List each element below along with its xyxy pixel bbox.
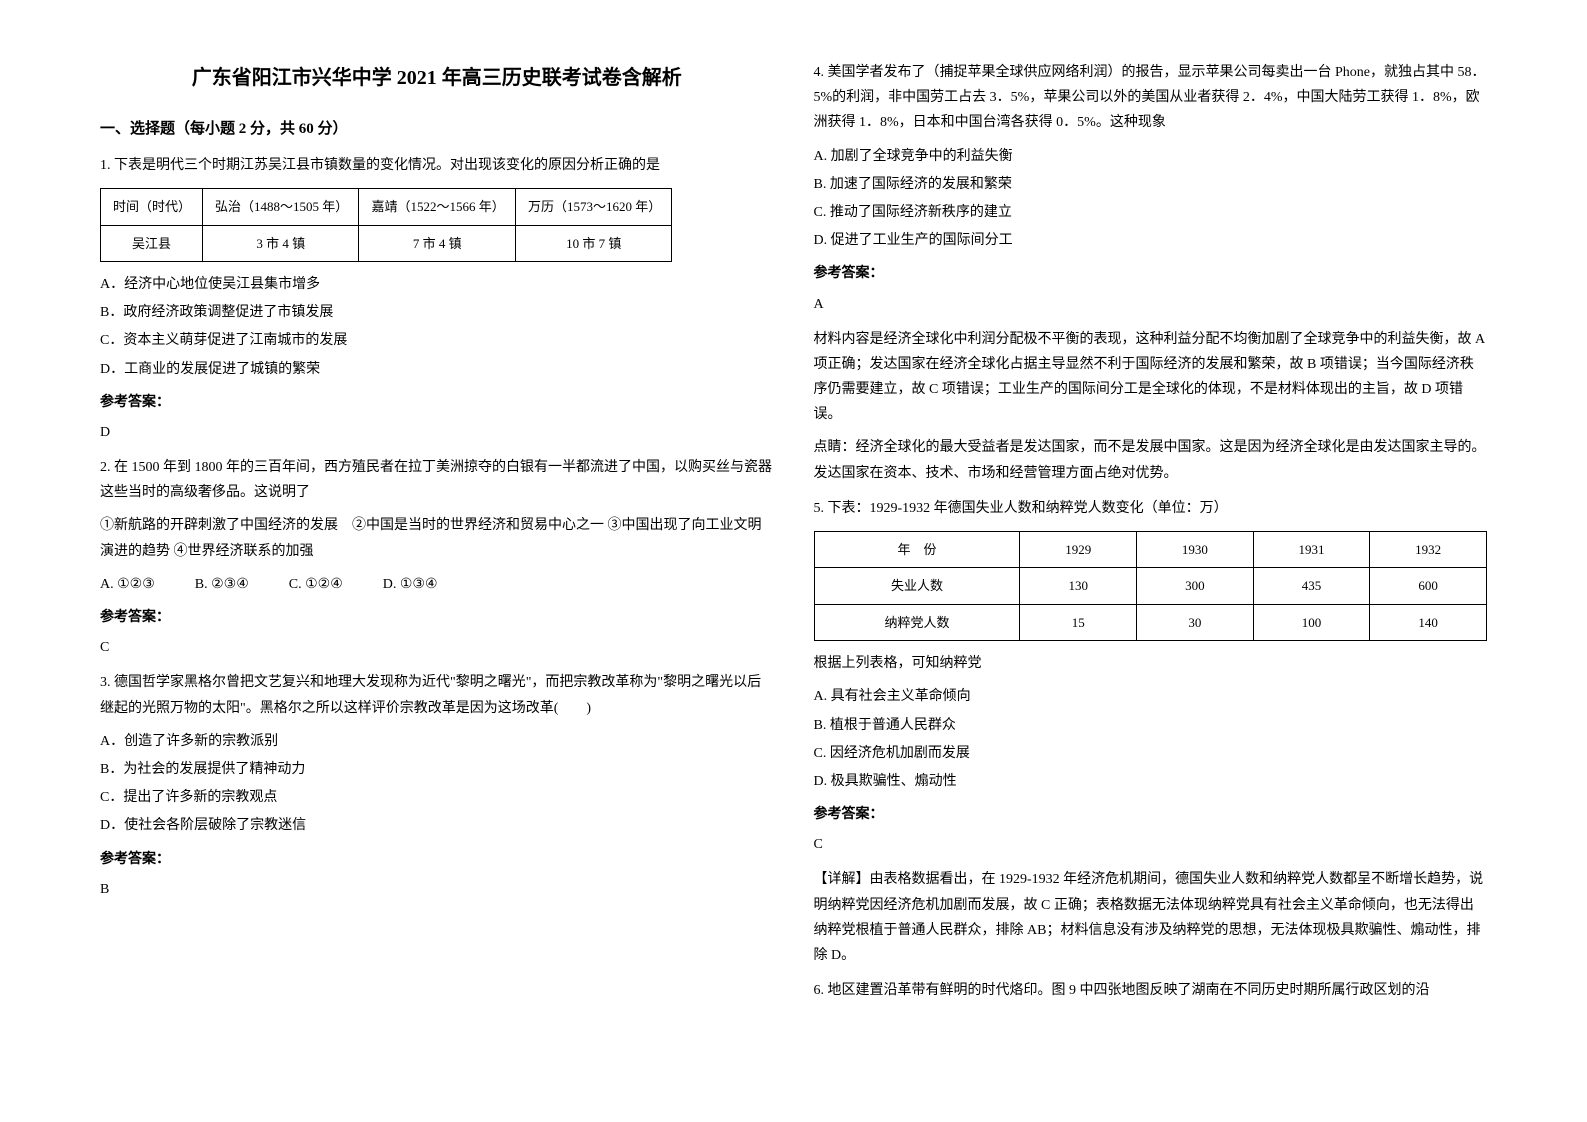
q5-table: 年 份 1929 1930 1931 1932 失业人数 130 300 435… bbox=[814, 531, 1488, 641]
q2-answer: C bbox=[100, 635, 774, 660]
table-cell: 失业人数 bbox=[814, 568, 1020, 604]
q4-option-b: B. 加速了国际经济的发展和繁荣 bbox=[814, 172, 1488, 197]
q5-explanation: 【详解】由表格数据看出，在 1929-1932 年经济危机期间，德国失业人数和纳… bbox=[814, 867, 1488, 968]
q4-option-c: C. 推动了国际经济新秩序的建立 bbox=[814, 200, 1488, 225]
right-column: 4. 美国学者发布了（捕捉苹果全球供应网络利润）的报告，显示苹果公司每卖出一台 … bbox=[794, 60, 1508, 1062]
q1-table: 时间（时代） 弘治（1488～1505 年） 嘉靖（1522～1566 年） 万… bbox=[100, 188, 672, 262]
q1-option-c: C．资本主义萌芽促进了江南城市的发展 bbox=[100, 328, 774, 353]
q3-answer-label: 参考答案： bbox=[100, 847, 774, 872]
table-row: 纳粹党人数 15 30 100 140 bbox=[814, 604, 1487, 640]
q6-text: 6. 地区建置沿革带有鲜明的时代烙印。图 9 中四张地图反映了湖南在不同历史时期… bbox=[814, 978, 1488, 1003]
q3-text: 3. 德国哲学家黑格尔曾把文艺复兴和地理大发现称为近代"黎明之曙光"，而把宗教改… bbox=[100, 670, 774, 720]
q4-answer-label: 参考答案： bbox=[814, 261, 1488, 286]
q4-explanation1: 材料内容是经济全球化中利润分配极不平衡的表现，这种利益分配不均衡加剧了全球竞争中… bbox=[814, 327, 1488, 428]
q4-option-d: D. 促进了工业生产的国际间分工 bbox=[814, 228, 1488, 253]
q1-answer-label: 参考答案： bbox=[100, 390, 774, 415]
q3-option-b: B．为社会的发展提供了精神动力 bbox=[100, 757, 774, 782]
table-cell: 30 bbox=[1137, 604, 1254, 640]
q5-option-d: D. 极具欺骗性、煽动性 bbox=[814, 769, 1488, 794]
table-cell: 时间（时代） bbox=[101, 189, 203, 225]
table-cell: 弘治（1488～1505 年） bbox=[203, 189, 359, 225]
q2-option-c: C. ①②④ bbox=[289, 572, 343, 597]
question-5: 5. 下表：1929-1932 年德国失业人数和纳粹党人数变化（单位：万） 年 … bbox=[814, 496, 1488, 968]
q4-text: 4. 美国学者发布了（捕捉苹果全球供应网络利润）的报告，显示苹果公司每卖出一台 … bbox=[814, 60, 1488, 136]
table-cell: 纳粹党人数 bbox=[814, 604, 1020, 640]
table-cell: 1932 bbox=[1370, 532, 1487, 568]
question-2: 2. 在 1500 年到 1800 年的三百年间，西方殖民者在拉丁美洲掠夺的白银… bbox=[100, 455, 774, 660]
q2-text1: 2. 在 1500 年到 1800 年的三百年间，西方殖民者在拉丁美洲掠夺的白银… bbox=[100, 455, 774, 505]
q1-text: 1. 下表是明代三个时期江苏吴江县市镇数量的变化情况。对出现该变化的原因分析正确… bbox=[100, 153, 774, 178]
q3-option-a: A．创造了许多新的宗教派别 bbox=[100, 729, 774, 754]
table-cell: 600 bbox=[1370, 568, 1487, 604]
table-cell: 3 市 4 镇 bbox=[203, 225, 359, 261]
q5-option-a: A. 具有社会主义革命倾向 bbox=[814, 684, 1488, 709]
table-cell: 1929 bbox=[1020, 532, 1137, 568]
table-cell: 100 bbox=[1253, 604, 1370, 640]
q1-option-b: B．政府经济政策调整促进了市镇发展 bbox=[100, 300, 774, 325]
q2-option-d: D. ①③④ bbox=[383, 572, 438, 597]
table-cell: 年 份 bbox=[814, 532, 1020, 568]
question-3: 3. 德国哲学家黑格尔曾把文艺复兴和地理大发现称为近代"黎明之曙光"，而把宗教改… bbox=[100, 670, 774, 902]
left-column: 广东省阳江市兴华中学 2021 年高三历史联考试卷含解析 一、选择题（每小题 2… bbox=[80, 60, 794, 1062]
main-title: 广东省阳江市兴华中学 2021 年高三历史联考试卷含解析 bbox=[100, 60, 774, 96]
table-cell: 7 市 4 镇 bbox=[359, 225, 515, 261]
q2-answer-label: 参考答案： bbox=[100, 605, 774, 630]
q5-answer-label: 参考答案： bbox=[814, 802, 1488, 827]
q5-option-b: B. 植根于普通人民群众 bbox=[814, 713, 1488, 738]
q4-explanation2: 点睛：经济全球化的最大受益者是发达国家，而不是发展中国家。这是因为经济全球化是由… bbox=[814, 435, 1488, 485]
q2-options: A. ①②③ B. ②③④ C. ①②④ D. ①③④ bbox=[100, 572, 774, 597]
q5-answer: C bbox=[814, 832, 1488, 857]
q2-option-a: A. ①②③ bbox=[100, 572, 155, 597]
q5-option-c: C. 因经济危机加剧而发展 bbox=[814, 741, 1488, 766]
table-cell: 1931 bbox=[1253, 532, 1370, 568]
question-6: 6. 地区建置沿革带有鲜明的时代烙印。图 9 中四张地图反映了湖南在不同历史时期… bbox=[814, 978, 1488, 1003]
table-cell: 10 市 7 镇 bbox=[515, 225, 672, 261]
table-cell: 435 bbox=[1253, 568, 1370, 604]
q3-answer: B bbox=[100, 877, 774, 902]
table-cell: 130 bbox=[1020, 568, 1137, 604]
q1-option-a: A．经济中心地位使吴江县集市增多 bbox=[100, 272, 774, 297]
table-cell: 嘉靖（1522～1566 年） bbox=[359, 189, 515, 225]
q1-option-d: D．工商业的发展促进了城镇的繁荣 bbox=[100, 357, 774, 382]
table-row: 时间（时代） 弘治（1488～1505 年） 嘉靖（1522～1566 年） 万… bbox=[101, 189, 672, 225]
q4-answer: A bbox=[814, 292, 1488, 317]
table-cell: 15 bbox=[1020, 604, 1137, 640]
q2-option-b: B. ②③④ bbox=[195, 572, 249, 597]
question-4: 4. 美国学者发布了（捕捉苹果全球供应网络利润）的报告，显示苹果公司每卖出一台 … bbox=[814, 60, 1488, 486]
question-1: 1. 下表是明代三个时期江苏吴江县市镇数量的变化情况。对出现该变化的原因分析正确… bbox=[100, 153, 774, 445]
table-cell: 300 bbox=[1137, 568, 1254, 604]
q5-subtext: 根据上列表格，可知纳粹党 bbox=[814, 651, 1488, 676]
table-row: 吴江县 3 市 4 镇 7 市 4 镇 10 市 7 镇 bbox=[101, 225, 672, 261]
q1-answer: D bbox=[100, 420, 774, 445]
section-heading: 一、选择题（每小题 2 分，共 60 分） bbox=[100, 116, 774, 143]
q4-option-a: A. 加剧了全球竞争中的利益失衡 bbox=[814, 144, 1488, 169]
table-row: 年 份 1929 1930 1931 1932 bbox=[814, 532, 1487, 568]
q2-text2: ①新航路的开辟刺激了中国经济的发展 ②中国是当时的世界经济和贸易中心之一 ③中国… bbox=[100, 513, 774, 563]
q5-text: 5. 下表：1929-1932 年德国失业人数和纳粹党人数变化（单位：万） bbox=[814, 496, 1488, 521]
table-cell: 万历（1573～1620 年） bbox=[515, 189, 672, 225]
table-cell: 1930 bbox=[1137, 532, 1254, 568]
q3-option-c: C．提出了许多新的宗教观点 bbox=[100, 785, 774, 810]
table-cell: 140 bbox=[1370, 604, 1487, 640]
table-cell: 吴江县 bbox=[101, 225, 203, 261]
q3-option-d: D．使社会各阶层破除了宗教迷信 bbox=[100, 813, 774, 838]
table-row: 失业人数 130 300 435 600 bbox=[814, 568, 1487, 604]
